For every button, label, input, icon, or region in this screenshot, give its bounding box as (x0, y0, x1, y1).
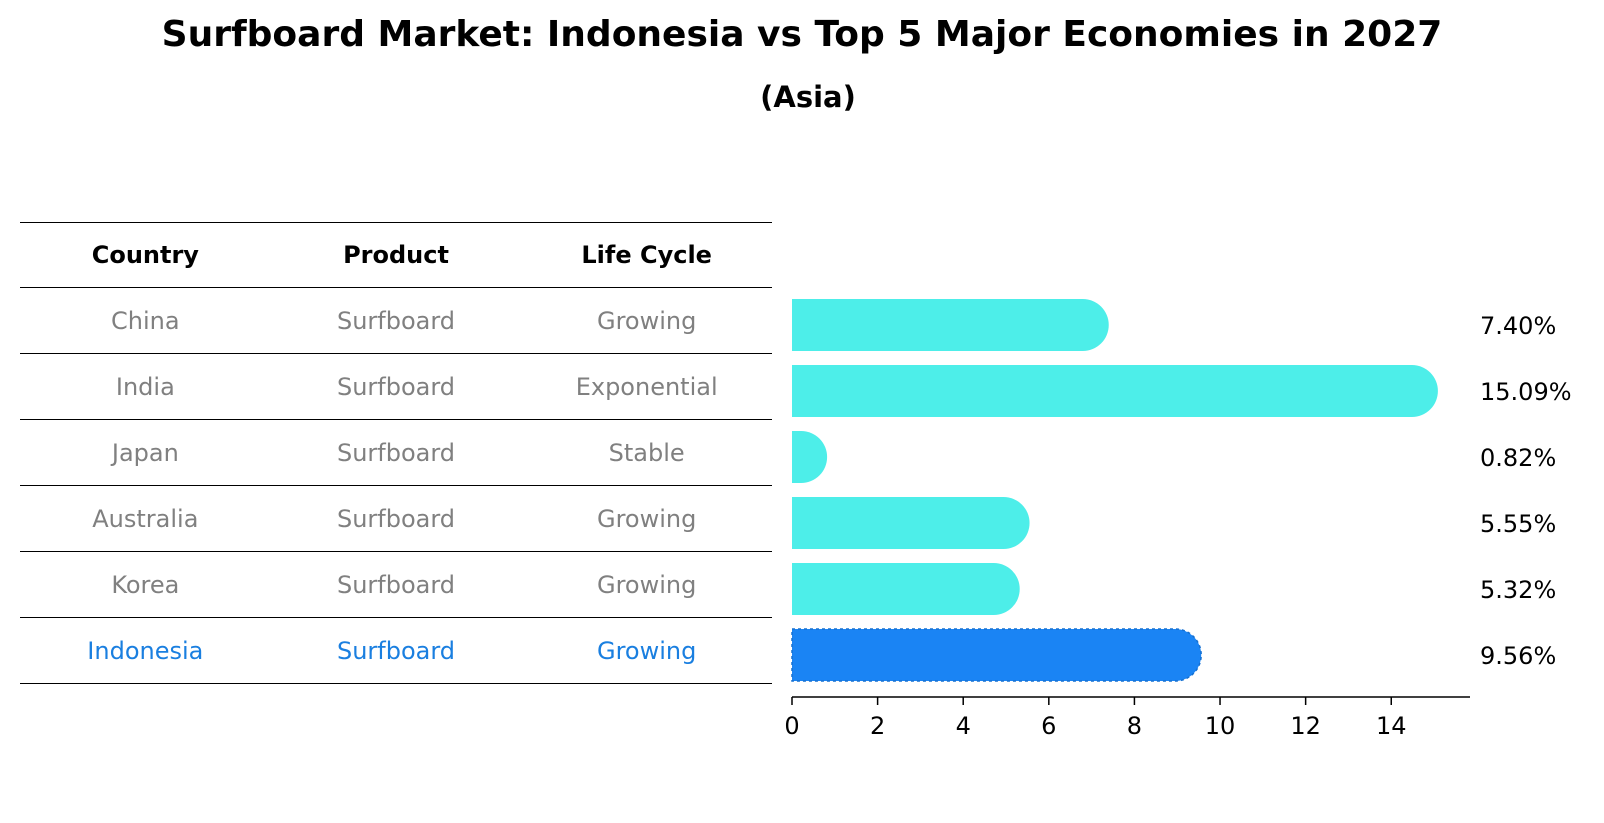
cell-country: India (115, 372, 175, 401)
table-header-row: Country Product Life Cycle (20, 222, 772, 288)
cell-life-cycle: Growing (596, 636, 697, 665)
table-row: Korea Surfboard Growing (20, 552, 772, 618)
bar (792, 365, 1438, 417)
table-row: Japan Surfboard Stable (20, 420, 772, 486)
cell-life-cycle: Growing (596, 570, 697, 599)
x-tick-label: 10 (1205, 712, 1236, 740)
bar (792, 497, 1030, 549)
x-tick-label: 8 (1127, 712, 1142, 740)
bar-value-label: 5.32% (1480, 576, 1556, 604)
x-tick-label: 14 (1376, 712, 1407, 740)
bar (792, 299, 1109, 351)
cell-life-cycle: Growing (596, 306, 697, 335)
bar-value-label: 9.56% (1480, 642, 1556, 670)
table-row: India Surfboard Exponential (20, 354, 772, 420)
bar (792, 431, 828, 483)
cell-country: Australia (92, 504, 199, 533)
cell-product: Surfboard (336, 636, 456, 665)
chart-subtitle: (Asia) (760, 80, 856, 114)
header-product: Product (343, 241, 449, 269)
cell-life-cycle: Exponential (575, 372, 718, 401)
bar-value-label: 15.09% (1480, 378, 1572, 406)
bar-value-label: 0.82% (1480, 444, 1556, 472)
bar-highlight (791, 628, 1202, 682)
cell-product: Surfboard (336, 570, 456, 599)
cell-country: Indonesia (87, 636, 204, 665)
x-tick-label: 2 (870, 712, 885, 740)
x-tick-label: 0 (784, 712, 799, 740)
cell-country: Korea (111, 570, 180, 599)
cell-country: Japan (111, 438, 179, 467)
cell-product: Surfboard (336, 306, 456, 335)
cell-life-cycle: Growing (596, 504, 697, 533)
cell-life-cycle: Stable (608, 438, 685, 467)
header-life-cycle: Life Cycle (581, 241, 712, 269)
x-tick-label: 12 (1290, 712, 1321, 740)
cell-product: Surfboard (336, 372, 456, 401)
bar (792, 563, 1020, 615)
cell-product: Surfboard (336, 504, 456, 533)
header-country: Country (91, 241, 199, 269)
cell-product: Surfboard (336, 438, 456, 467)
x-tick-label: 4 (956, 712, 971, 740)
cell-country: China (111, 306, 180, 335)
x-tick-label: 6 (1041, 712, 1056, 740)
table-row-highlight: Indonesia Surfboard Growing (20, 618, 772, 684)
table-row: Australia Surfboard Growing (20, 486, 772, 552)
table-row: China Surfboard Growing (20, 288, 772, 354)
bar-value-label: 5.55% (1480, 510, 1556, 538)
chart-title: Surfboard Market: Indonesia vs Top 5 Maj… (161, 14, 1443, 55)
bar-value-label: 7.40% (1480, 312, 1556, 340)
data-table: Country Product Life Cycle China Surfboa… (20, 222, 772, 684)
